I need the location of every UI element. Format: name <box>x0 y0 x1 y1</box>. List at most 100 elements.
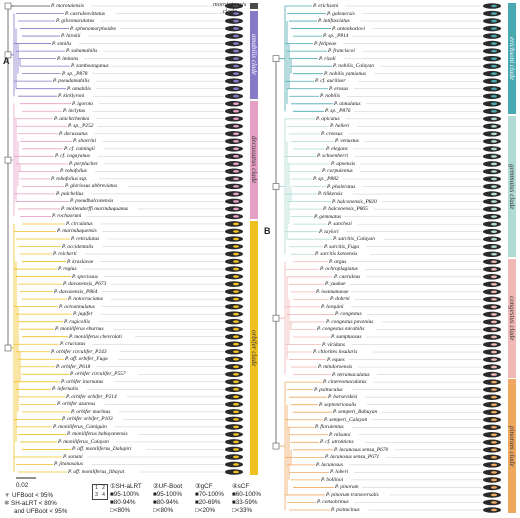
tip-label-p-moniliferus-chevrolati: P. moniliferus chevrolati <box>69 333 122 340</box>
tip-label-p-moniliferus-calayan: P. moniliferus_Calayan <box>58 438 109 445</box>
tip-label-p-consobrinus: P. consobrinus <box>317 499 349 506</box>
tip-label-p-shavrini: P. shavrini <box>73 138 96 145</box>
tip-label-p-jitanasaius: P. jitanasaius <box>54 461 83 468</box>
beetle-image <box>483 221 501 227</box>
tip-label-p-jugifer: P. jugifer <box>73 311 93 318</box>
beetle-image <box>483 116 501 122</box>
beetle-image <box>483 364 501 370</box>
tip-label-p-aff-moniliferus-dalupiri: P. aff. moniliferus_Dalupiri <box>72 446 132 453</box>
beetle-image <box>483 176 501 182</box>
beetle-image <box>483 296 501 303</box>
tip-label-p-similis: P. similis <box>52 40 72 47</box>
beetle-image <box>225 138 243 145</box>
tip-label-p-viridans: P. viridans <box>322 341 345 348</box>
tip-label-p-pseudamabilis: P. pseudamabilis <box>53 78 90 85</box>
tip-label-p-congestus-pavonius: P. congestus pavonius <box>326 318 374 325</box>
beetle-image <box>225 258 243 265</box>
tip-label-p-rochaoruni: P. rochaoruni <box>52 213 82 220</box>
tip-label-p-orbifer-inornatus: P. orbifer inornatus <box>61 378 104 385</box>
tip-label-p-moniliferus-babuyanensis: P. moniliferus babuyanensis <box>67 431 128 438</box>
col2-row1: ■95-100% <box>153 491 183 498</box>
beetle-image <box>225 446 243 453</box>
tip-label-p-lacunosus-sensu-p670: P. lacunosus sensu_P670 <box>334 446 389 453</box>
tip-label-p-cruciatus: P. cruciatus <box>60 341 86 348</box>
col1-row2: ■80-94% <box>110 499 136 506</box>
beetle-image <box>483 131 501 137</box>
tip-label-p-imitans: P. imitans <box>57 55 79 62</box>
tip-label-p-argus: P. argus <box>329 258 347 265</box>
tip-label-p-pulchellus: P. pulchellus <box>56 190 84 197</box>
beetle-image <box>225 10 243 17</box>
tip-label-p-loberi: P. loberi <box>330 469 349 476</box>
beetle-image <box>483 183 501 190</box>
tip-label-p-gilvomaculatus: P. gilvomaculatus <box>56 18 95 25</box>
support-box <box>4 51 12 59</box>
tip-label-p-lacunosus-sensu-p671: P. lacunosus sensu_P671 <box>325 454 380 461</box>
beetle-image <box>483 146 501 152</box>
beetle-image <box>483 251 501 258</box>
legend-col-ufboot: ②UF-Boot ■95-100% ■80-94% □<80% <box>153 483 182 515</box>
tip-label-p-pinorum-transversalis: P. pinorum transversalis <box>326 491 379 498</box>
beetle-image <box>483 319 501 325</box>
tip-label-p-latifasciatus: P. latifasciatus <box>318 18 350 25</box>
tip-label-p-septentrionalis: P. septentrionalis <box>319 401 357 408</box>
beetle-image <box>225 130 243 137</box>
beetle-image <box>483 409 501 416</box>
tip-label-p-orbifer-p618: P. orbifer_P618 <box>56 363 91 370</box>
tip-label-p-schoenherri: P. schoenherri <box>317 153 349 160</box>
beetle-image <box>483 18 501 24</box>
tip-label-p-orbifer-orbifer-p103: P. orbifer orbifer_P103 <box>62 416 113 423</box>
beetle-image <box>483 206 501 212</box>
clade-label-congestus: congestus clade <box>508 258 516 378</box>
tip-label-p-chlorites-insularis: P. chlorites insularis <box>313 349 358 356</box>
beetle-image <box>483 93 501 100</box>
tip-label-p-cf-cumingii: P. cf. cumingii <box>64 145 95 152</box>
col3-title: ③gCF <box>195 483 213 490</box>
star-icon: ✱ <box>4 500 10 507</box>
tip-label-p-inclytus: P. inclytus <box>63 108 86 115</box>
beetle-image <box>483 258 501 265</box>
beetle-image <box>225 281 243 287</box>
tip-label-p-sp-p252: P. sp._P252 <box>68 123 94 130</box>
tip-label-p-octoannulatus: P. octoannulatus <box>59 303 95 310</box>
beetle-image <box>483 266 501 273</box>
tip-label-p-nilsatoi: P. nilsatoi <box>329 431 351 438</box>
tip-label-p-morotaiensis: P. morotaiensis <box>51 3 84 9</box>
beetle-image <box>225 33 243 39</box>
beetle-image <box>483 401 501 408</box>
beetle-image <box>225 3 243 9</box>
beetle-image <box>483 341 501 348</box>
tip-label-p-sarcitis-kotoensis: P. sarcitis kotoensis <box>315 251 358 258</box>
tip-label-p-congestus-mirabilis: P. congestus mirabilis <box>317 326 365 333</box>
beetle-image <box>483 289 501 295</box>
beetle-image <box>225 153 243 160</box>
beetle-image <box>225 288 243 295</box>
beetle-image <box>225 341 243 348</box>
tip-label-p-phaleratus: P. phaleratus <box>327 183 356 190</box>
tip-label-p-occidentalis: P. occidentalis <box>62 243 94 250</box>
beetle-image <box>225 236 243 242</box>
tip-label-p-subamabilis: P. subamabilis <box>66 48 98 55</box>
beetle-image <box>483 304 501 310</box>
tip-label-p-venustus: P. venustus <box>335 138 359 145</box>
beetle-image <box>483 228 501 235</box>
beetle-image <box>225 266 243 272</box>
beetle-image <box>225 424 243 430</box>
tip-label-p-zamboanganus: P. zamboanganus <box>71 63 109 70</box>
beetle-image <box>225 55 243 62</box>
tip-label-p-anichtchenkoi: P. anichtchenkoi <box>54 115 90 122</box>
col3-row2: ■20-69% <box>195 499 221 506</box>
beetle-image <box>483 326 501 333</box>
tip-label-p-rugicollis: P. rugicollis <box>64 318 90 325</box>
tip-label-p-cinereomaculatus: P. cinereomaculatus <box>323 379 367 386</box>
beetle-image <box>483 424 501 431</box>
tip-label-p-franciscoi: P. franciscoi <box>328 48 355 55</box>
beetle-image <box>483 70 501 77</box>
beetle-image <box>483 78 501 85</box>
tip-label-p-nobilis-calayan: P. nobilis_Calayan <box>333 63 374 70</box>
beetle-image <box>225 25 243 32</box>
beetle-image <box>483 454 501 461</box>
tip-label-p-cf-cagayanus: P. cf. cagayanus <box>55 153 90 160</box>
col2-title: ②UF-Boot <box>153 483 183 490</box>
beetle-image <box>225 379 243 385</box>
